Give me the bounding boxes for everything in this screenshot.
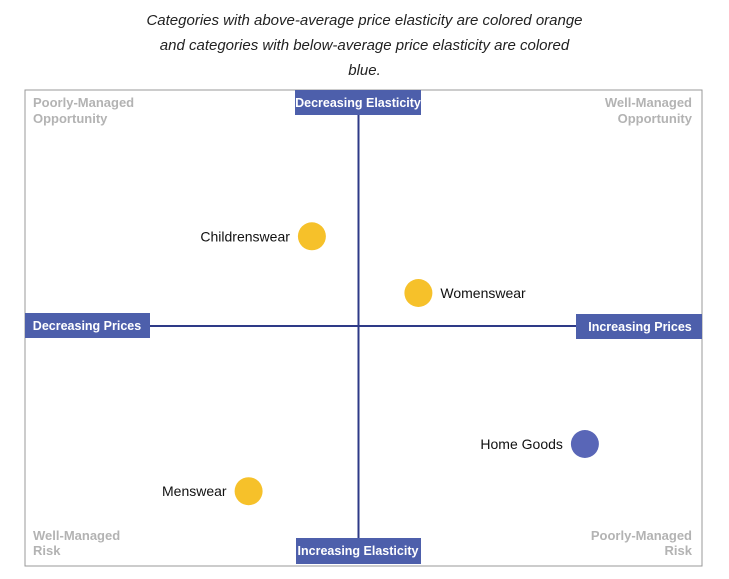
point-childrenswear xyxy=(297,222,326,251)
quadrant-bottom-left-line-1: Well-Managed xyxy=(33,528,120,543)
caption-line-3: blue. xyxy=(348,62,381,79)
axis-label-right-box xyxy=(576,314,702,339)
point-label-home-goods: Home Goods xyxy=(480,436,562,452)
point-womenswear xyxy=(404,279,433,307)
axis-label-bottom-box xyxy=(296,538,421,564)
axis-label-left: Decreasing Prices xyxy=(33,319,141,333)
point-home-goods xyxy=(570,430,599,458)
chart-caption: Categories with above-average price elas… xyxy=(0,8,729,83)
point-label-childrenswear: Childrenswear xyxy=(200,228,290,244)
point-label-womenswear: Womenswear xyxy=(440,285,526,301)
axis-label-top-box xyxy=(295,90,421,115)
point-label-menswear: Menswear xyxy=(162,483,227,499)
axis-label-left-box xyxy=(25,313,150,338)
axis-label-top: Decreasing Elasticity xyxy=(295,96,421,110)
data-points: Childrenswear Womenswear Home Goods Menswea… xyxy=(162,222,599,506)
caption-line-1: Categories with above-average price elas… xyxy=(146,12,583,29)
caption-line-2: and categories with below-average price … xyxy=(159,37,570,54)
quadrant-top-left-line-2: Opportunity xyxy=(33,111,108,126)
quadrant-top-right-line-1: Well-Managed xyxy=(605,95,692,110)
axis-label-bottom: Increasing Elasticity xyxy=(298,544,419,558)
point-menswear xyxy=(234,477,263,506)
quadrant-bottom-right-line-2: Risk xyxy=(665,543,693,558)
axis-label-right: Increasing Prices xyxy=(588,320,692,334)
quadrant-top-right-line-2: Opportunity xyxy=(618,111,693,126)
quadrant-top-left-line-1: Poorly-Managed xyxy=(33,95,134,110)
quadrant-bottom-left-line-2: Risk xyxy=(33,543,61,558)
quadrant-bottom-right-line-1: Poorly-Managed xyxy=(591,528,692,543)
